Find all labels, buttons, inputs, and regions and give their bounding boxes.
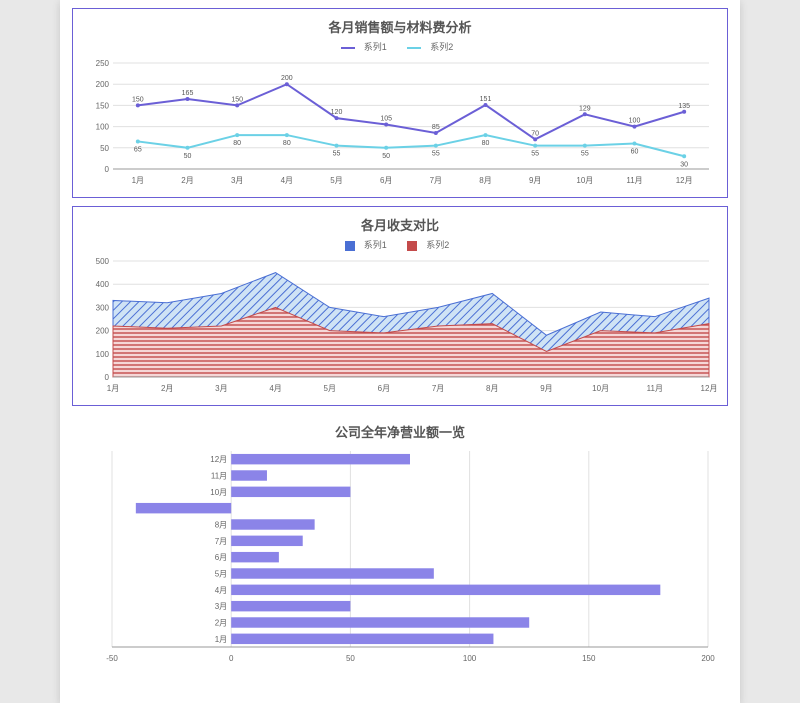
svg-text:2月: 2月 bbox=[215, 619, 227, 628]
svg-text:85: 85 bbox=[432, 124, 440, 131]
svg-text:0: 0 bbox=[105, 165, 110, 174]
svg-text:1月: 1月 bbox=[215, 635, 227, 644]
chart2-title: 各月收支对比 bbox=[83, 215, 717, 234]
svg-text:6月: 6月 bbox=[378, 384, 390, 393]
svg-text:12月: 12月 bbox=[210, 455, 227, 464]
svg-text:250: 250 bbox=[96, 59, 110, 68]
svg-text:11月: 11月 bbox=[626, 176, 642, 185]
svg-text:1月: 1月 bbox=[107, 384, 119, 393]
svg-text:135: 135 bbox=[678, 103, 690, 110]
svg-text:500: 500 bbox=[96, 257, 110, 266]
svg-text:150: 150 bbox=[231, 96, 243, 103]
svg-text:10月: 10月 bbox=[592, 384, 609, 393]
svg-text:100: 100 bbox=[629, 118, 641, 125]
svg-text:10月: 10月 bbox=[210, 488, 227, 497]
svg-text:100: 100 bbox=[96, 123, 110, 132]
svg-text:4月: 4月 bbox=[215, 586, 227, 595]
svg-text:400: 400 bbox=[96, 280, 110, 289]
svg-text:105: 105 bbox=[380, 115, 392, 122]
svg-text:10月: 10月 bbox=[576, 176, 593, 185]
svg-text:5月: 5月 bbox=[330, 176, 342, 185]
svg-text:0: 0 bbox=[229, 654, 234, 663]
svg-text:12月: 12月 bbox=[701, 384, 718, 393]
panel-net-revenue: 公司全年净营业额一览 -5005010015020012月11月10月9月8月7… bbox=[72, 414, 728, 675]
svg-text:129: 129 bbox=[579, 105, 591, 112]
svg-text:50: 50 bbox=[346, 654, 355, 663]
svg-text:165: 165 bbox=[182, 90, 194, 97]
svg-text:7月: 7月 bbox=[430, 176, 442, 185]
svg-text:2月: 2月 bbox=[181, 176, 193, 185]
chart3-title: 公司全年净营业额一览 bbox=[82, 422, 718, 441]
svg-text:3月: 3月 bbox=[215, 384, 227, 393]
svg-text:50: 50 bbox=[100, 144, 109, 153]
svg-text:7月: 7月 bbox=[215, 537, 227, 546]
svg-text:30: 30 bbox=[680, 161, 688, 168]
svg-text:200: 200 bbox=[96, 327, 110, 336]
svg-text:9月: 9月 bbox=[529, 176, 541, 185]
svg-text:150: 150 bbox=[96, 101, 110, 110]
chart2-svg: 0 100 200 300 400 500 1月 2月 3月 4月 5月 6月 7月 8月 9月 10月 11月… bbox=[83, 255, 719, 395]
chart1-svg: 0 50 100 150 200 250 1月 2月 3月 4月 5月 6月 7月 8月 9月 10月 11月 1… bbox=[83, 57, 719, 187]
legend-item-series1: 系列1 bbox=[345, 240, 393, 250]
svg-text:11月: 11月 bbox=[647, 384, 663, 393]
svg-text:4月: 4月 bbox=[269, 384, 281, 393]
svg-text:5月: 5月 bbox=[215, 570, 227, 579]
svg-text:60: 60 bbox=[631, 149, 639, 156]
legend-item-series2: 系列2 bbox=[407, 240, 455, 250]
svg-text:3月: 3月 bbox=[215, 602, 227, 611]
svg-text:11月: 11月 bbox=[211, 472, 227, 481]
svg-text:100: 100 bbox=[96, 350, 110, 359]
svg-text:80: 80 bbox=[283, 140, 291, 147]
svg-text:0: 0 bbox=[105, 373, 110, 382]
svg-text:55: 55 bbox=[581, 151, 589, 158]
svg-text:100: 100 bbox=[463, 654, 477, 663]
svg-text:1月: 1月 bbox=[132, 176, 144, 185]
svg-text:2月: 2月 bbox=[161, 384, 173, 393]
svg-text:6月: 6月 bbox=[215, 553, 227, 562]
svg-text:80: 80 bbox=[482, 140, 490, 147]
panel-sales-vs-material: 各月销售额与材料费分析 系列1 系列2 0 50 100 150 200 250 1月 2月 3… bbox=[72, 8, 728, 198]
svg-text:200: 200 bbox=[281, 75, 293, 82]
svg-text:65: 65 bbox=[134, 146, 142, 153]
svg-text:-50: -50 bbox=[106, 654, 118, 663]
svg-text:200: 200 bbox=[701, 654, 715, 663]
svg-text:120: 120 bbox=[331, 109, 343, 116]
svg-text:150: 150 bbox=[582, 654, 596, 663]
svg-text:80: 80 bbox=[233, 140, 241, 147]
svg-text:55: 55 bbox=[531, 151, 539, 158]
report-page: 各月销售额与材料费分析 系列1 系列2 0 50 100 150 200 250 1月 2月 3… bbox=[60, 0, 740, 703]
chart1-legend: 系列1 系列2 bbox=[83, 40, 717, 53]
legend-item-series1: 系列1 bbox=[341, 42, 393, 52]
svg-text:300: 300 bbox=[96, 303, 110, 312]
chart2-legend: 系列1 系列2 bbox=[83, 238, 717, 251]
svg-text:150: 150 bbox=[132, 96, 144, 103]
svg-text:200: 200 bbox=[96, 80, 110, 89]
svg-text:6月: 6月 bbox=[380, 176, 392, 185]
svg-text:8月: 8月 bbox=[215, 521, 227, 530]
svg-text:3月: 3月 bbox=[231, 176, 243, 185]
svg-text:12月: 12月 bbox=[676, 176, 693, 185]
svg-text:55: 55 bbox=[333, 151, 341, 158]
svg-text:151: 151 bbox=[480, 96, 492, 103]
svg-text:50: 50 bbox=[382, 153, 390, 160]
chart3-svg: -5005010015020012月11月10月9月8月7月6月5月4月3月2月… bbox=[82, 445, 718, 665]
svg-text:5月: 5月 bbox=[324, 384, 336, 393]
svg-text:8月: 8月 bbox=[486, 384, 498, 393]
legend-item-series2: 系列2 bbox=[407, 42, 459, 52]
svg-text:9月: 9月 bbox=[540, 384, 552, 393]
panel-income-expense: 各月收支对比 系列1 系列2 0 100 200 300 400 500 1月 2月 3月 4月 5… bbox=[72, 206, 728, 406]
svg-text:70: 70 bbox=[531, 130, 539, 137]
svg-text:7月: 7月 bbox=[432, 384, 444, 393]
svg-text:50: 50 bbox=[184, 153, 192, 160]
svg-text:4月: 4月 bbox=[281, 176, 293, 185]
svg-text:8月: 8月 bbox=[479, 176, 491, 185]
svg-text:55: 55 bbox=[432, 151, 440, 158]
chart1-title: 各月销售额与材料费分析 bbox=[83, 17, 717, 36]
